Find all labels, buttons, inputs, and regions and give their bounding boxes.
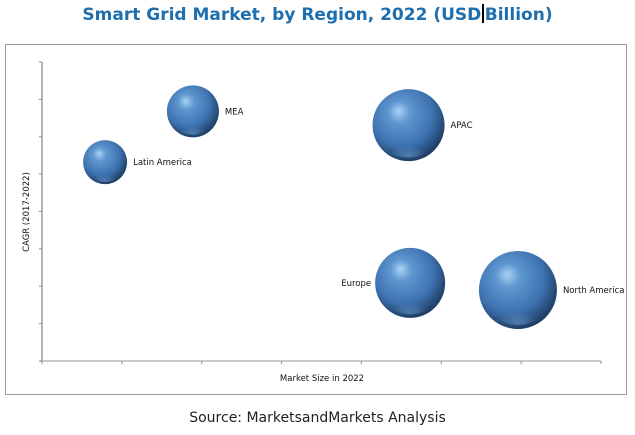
bubble-reflection <box>496 303 540 326</box>
chart-title: Smart Grid Market, by Region, 2022 (USD B… <box>0 4 635 25</box>
bubble-mea <box>166 85 219 138</box>
chart-title-part2: Billion) <box>484 5 553 25</box>
chart-title-part1: Smart Grid Market, by Region, 2022 (USD <box>82 5 482 25</box>
bubble-latin-america <box>83 140 128 185</box>
text-cursor <box>482 4 484 23</box>
bubble-label-latin-america: Latin America <box>133 158 192 168</box>
bubble-reflection <box>92 169 118 182</box>
bubbles: Latin America MEA APAC Europe North America <box>83 85 624 329</box>
bubble-apac <box>372 89 445 162</box>
axes <box>39 61 602 364</box>
bubble-group-latin-america: Latin America <box>83 140 192 185</box>
y-axis-label: CAGR (2017-2022) <box>22 172 32 252</box>
x-axis-label: Market Size in 2022 <box>280 374 364 384</box>
bubble-label-europe: Europe <box>341 279 371 289</box>
chart-frame <box>5 44 627 395</box>
bubble-north-america <box>478 250 557 329</box>
bubble-reflection <box>388 137 429 158</box>
bubble-reflection <box>390 294 430 315</box>
bubble-group-europe: Europe <box>341 247 446 318</box>
bubble-label-apac: APAC <box>451 121 473 131</box>
bubble-label-north-america: North America <box>563 286 625 296</box>
bubble-europe <box>375 247 446 318</box>
bubble-group-north-america: North America <box>478 250 625 329</box>
bubble-group-apac: APAC <box>372 89 473 162</box>
bubble-reflection <box>178 120 208 135</box>
bubble-group-mea: MEA <box>166 85 244 138</box>
source-note: Source: MarketsandMarkets Analysis <box>189 410 446 426</box>
bubble-label-mea: MEA <box>225 107 244 117</box>
